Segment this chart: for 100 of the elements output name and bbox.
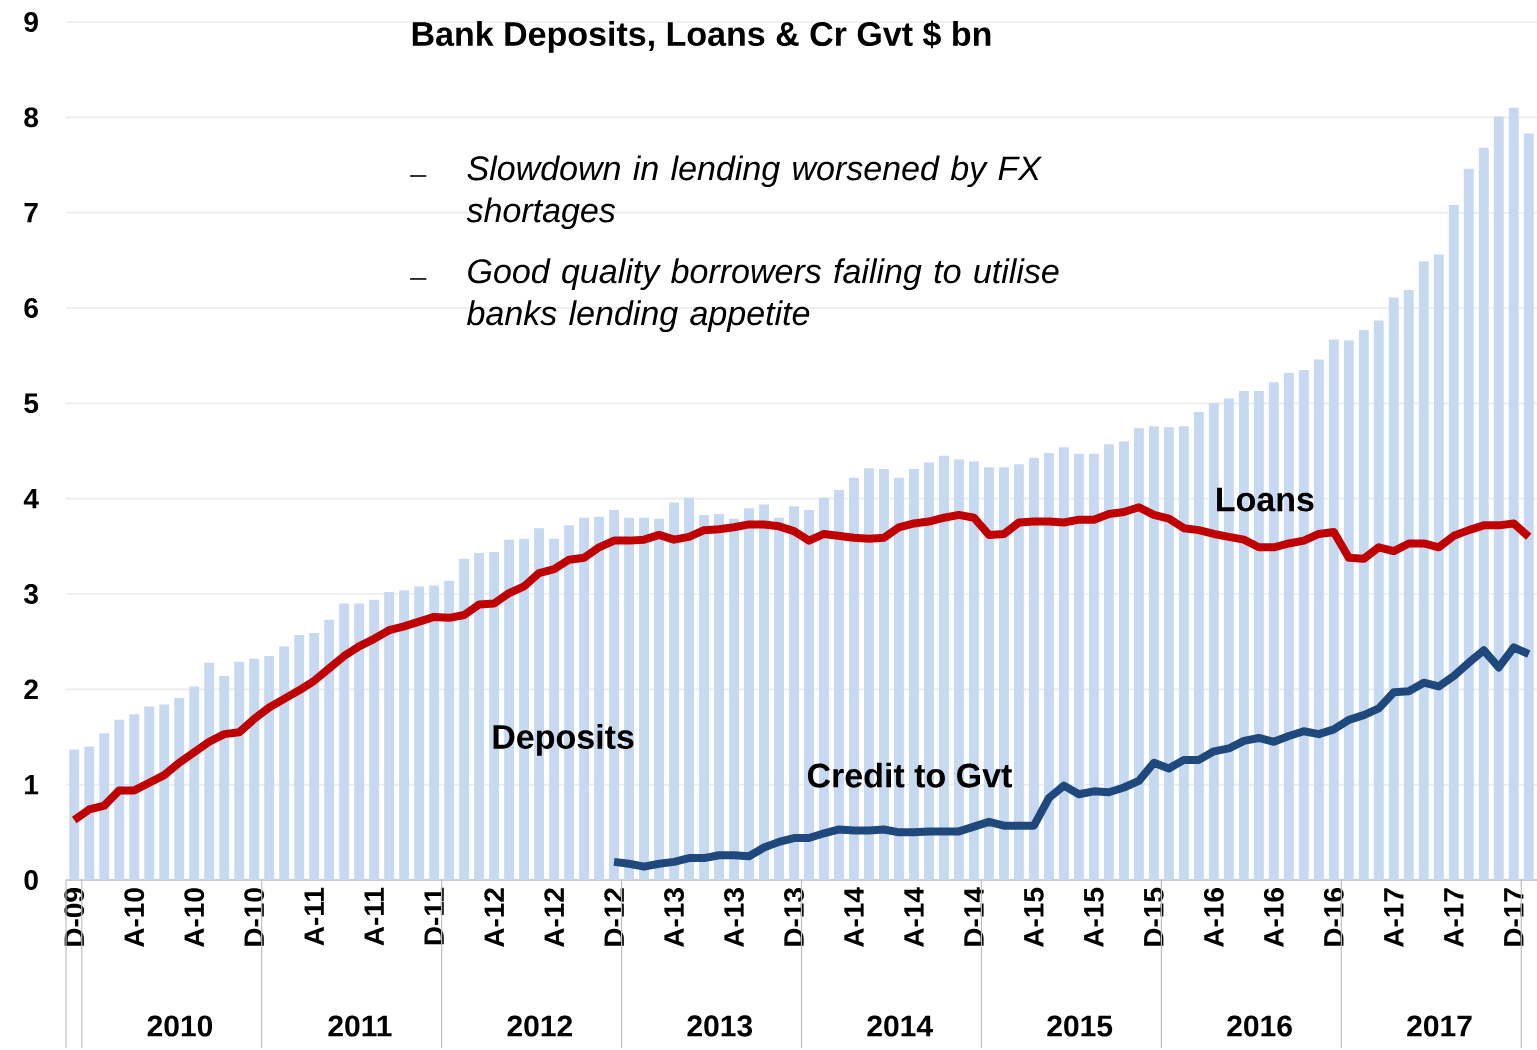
bar <box>1403 289 1414 880</box>
bar <box>294 635 305 880</box>
bar <box>1208 403 1219 880</box>
bar <box>354 603 365 880</box>
bar <box>1058 447 1069 880</box>
x-tick-label: A-15 <box>1084 887 1104 948</box>
bar <box>264 655 275 880</box>
text: 2013 <box>687 1015 753 1037</box>
text: 2017 <box>1407 1015 1472 1037</box>
bar <box>1088 453 1099 880</box>
bar <box>1523 133 1534 880</box>
bar <box>369 599 380 880</box>
text: 2015 <box>1047 1015 1113 1037</box>
bar <box>1373 320 1384 880</box>
x-tick-label: D-11 <box>424 887 444 945</box>
x-tick-label: A-15 <box>1024 887 1044 948</box>
bar <box>1178 426 1189 880</box>
bar <box>1388 297 1399 880</box>
bar <box>474 553 485 880</box>
y-tick-label: 6 <box>24 298 38 318</box>
bar <box>249 658 260 880</box>
x-tick-label: A-17 <box>1444 888 1464 948</box>
x-tick-label: D-17 <box>1504 888 1524 946</box>
bar <box>324 619 335 880</box>
bar <box>684 497 694 880</box>
bar <box>654 518 664 880</box>
bar <box>1103 444 1114 880</box>
series-label: Credit to Gvt <box>807 762 1012 788</box>
y-tick-label: 1 <box>25 775 39 795</box>
bar <box>1073 453 1084 880</box>
bar <box>1508 107 1519 880</box>
bar <box>1313 359 1324 880</box>
x-tick-label: A-12 <box>544 888 564 948</box>
bar <box>114 719 125 880</box>
x-tick-label: A-10 <box>124 888 145 948</box>
bar <box>1118 441 1129 880</box>
y-tick-label: 0 <box>24 870 38 890</box>
bar <box>1418 261 1429 880</box>
bar <box>1328 339 1339 880</box>
text: 2014 <box>867 1015 933 1037</box>
annotation: Good quality borrowers failing to utilise banks lending appetite <box>466 258 1059 333</box>
bar <box>1028 457 1039 880</box>
bar <box>1448 205 1459 880</box>
bar <box>204 662 215 880</box>
y-tick-label: 2 <box>24 679 38 700</box>
bar <box>1133 428 1144 880</box>
bar <box>69 749 80 880</box>
bar <box>759 504 769 880</box>
bar <box>1043 452 1054 880</box>
x-tick-label: A-11 <box>304 887 324 946</box>
x-tick-label: A-14 <box>844 887 864 948</box>
bar <box>339 603 350 880</box>
x-tick-label: A-12 <box>484 888 504 948</box>
bar <box>159 704 170 880</box>
text: 2011 <box>328 1015 392 1037</box>
annotation: Slowdown in lending worsened by FX shortages <box>466 155 1042 230</box>
bar <box>189 686 200 880</box>
bar <box>1013 464 1024 880</box>
bar <box>1343 340 1354 880</box>
bar <box>1193 411 1204 880</box>
bar <box>744 508 754 880</box>
bar <box>234 661 245 880</box>
x-tick-label: A-16 <box>1263 888 1284 948</box>
bar <box>789 506 799 880</box>
chart-title: Bank Deposits, Loans & Cr Gvt $ bn <box>412 20 991 53</box>
bar <box>1358 329 1369 880</box>
bar <box>279 646 290 880</box>
x-tick-label: D-09 <box>64 888 85 946</box>
x-tick-label: A-13 <box>664 888 684 948</box>
bar <box>384 592 395 880</box>
bar <box>429 585 440 880</box>
bar <box>1433 254 1444 880</box>
y-tick-label: 3 <box>23 584 38 604</box>
bar <box>699 514 709 880</box>
x-tick-label: D-16 <box>1323 888 1344 946</box>
bar <box>399 590 410 880</box>
y-tick-label: 4 <box>23 489 39 509</box>
bar <box>309 633 320 880</box>
bar <box>144 706 155 880</box>
bar <box>219 675 230 880</box>
bar <box>669 502 679 880</box>
bar <box>639 517 649 880</box>
text: 2012 <box>507 1015 572 1037</box>
bar <box>444 580 455 880</box>
x-tick-label: D-10 <box>244 888 265 946</box>
text: 2010 <box>147 1015 213 1037</box>
y-tick-label: 5 <box>24 393 39 414</box>
y-tick-label: 7 <box>24 203 38 223</box>
text: 2016 <box>1227 1015 1292 1037</box>
y-tick-label: 9 <box>24 12 38 32</box>
bar <box>1478 147 1489 880</box>
x-tick-label: A-16 <box>1203 888 1224 948</box>
bar <box>459 558 470 880</box>
bar <box>1463 168 1474 880</box>
bar <box>84 746 95 880</box>
x-tick-label: A-17 <box>1384 888 1404 948</box>
bar <box>1163 427 1174 880</box>
bar <box>174 697 185 880</box>
x-tick-label: A-13 <box>724 888 744 948</box>
bar <box>714 513 724 880</box>
